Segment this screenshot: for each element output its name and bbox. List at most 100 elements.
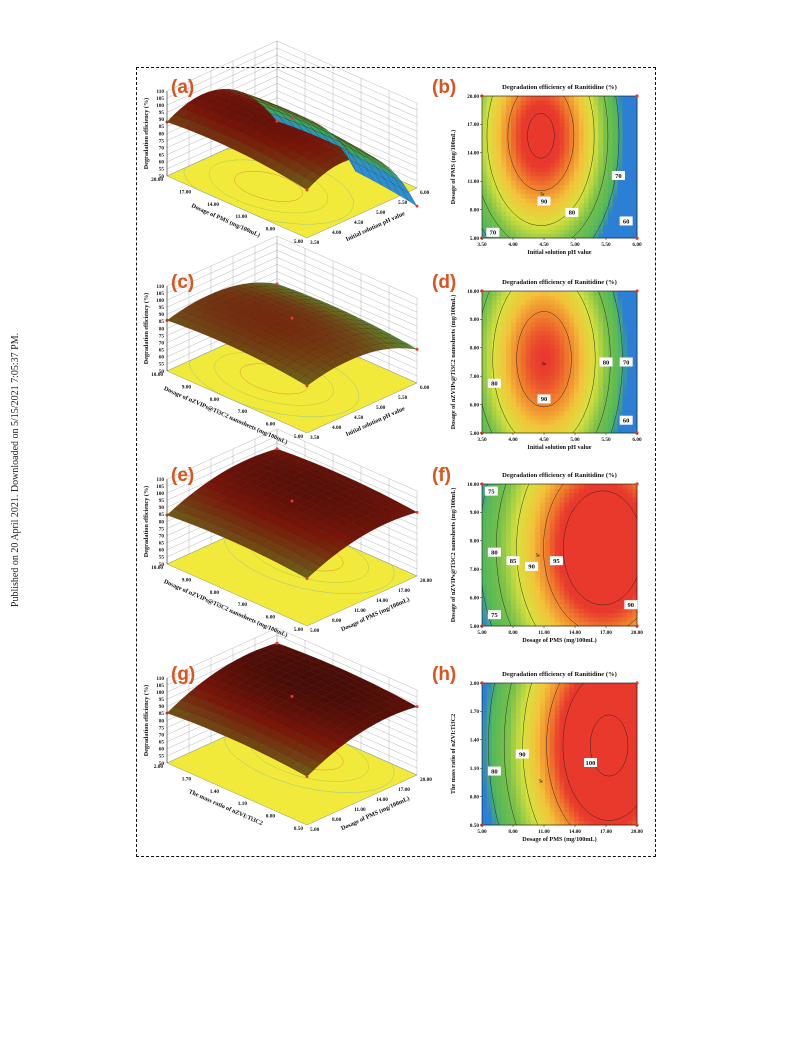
heat-cell	[549, 393, 556, 398]
heat-cell	[578, 193, 585, 199]
heat-cell	[578, 528, 585, 534]
heat-cell	[554, 375, 560, 381]
heat-cell	[583, 348, 589, 354]
heat-cell	[491, 135, 497, 141]
heat-cell	[511, 541, 517, 547]
heat-cell	[540, 550, 546, 556]
heat-cell	[574, 488, 580, 494]
heat-cell	[617, 406, 623, 412]
heat-cell	[578, 167, 585, 172]
heat-cell	[549, 113, 556, 119]
heat-cell	[574, 362, 580, 367]
heat-cell	[520, 687, 526, 693]
heat-cell	[588, 100, 594, 106]
heat-cell	[525, 762, 531, 768]
heat-cell	[622, 158, 628, 163]
heat-cell	[564, 193, 570, 199]
heat-cell	[612, 167, 619, 172]
heat-cell	[549, 140, 556, 146]
heat-cell	[482, 357, 488, 363]
heat-cell	[622, 537, 628, 543]
heat-cell	[583, 326, 589, 332]
heat-cell	[578, 100, 585, 106]
heat-cell	[482, 326, 488, 332]
heat-cell	[486, 541, 493, 547]
heat-cell	[632, 304, 638, 310]
heat-cell	[515, 727, 522, 733]
heat-cell	[482, 687, 488, 693]
heat-cell	[578, 419, 585, 425]
heat-cell	[535, 555, 541, 560]
heat-cell	[520, 167, 526, 172]
heat-cell	[607, 603, 614, 609]
heat-cell	[530, 299, 536, 305]
heat-cell	[511, 299, 517, 305]
heat-cell	[491, 206, 497, 212]
heat-cell	[593, 299, 599, 305]
heat-cell	[564, 370, 570, 376]
heat-cell	[583, 357, 589, 363]
heat-cell	[564, 122, 570, 128]
heat-cell	[617, 484, 623, 489]
heat-cell	[569, 322, 575, 327]
heat-cell	[593, 537, 599, 543]
heat-cell	[535, 488, 541, 494]
heat-cell	[496, 488, 502, 494]
heat-cell	[515, 184, 522, 190]
heat-cell	[540, 541, 546, 547]
heat-cell	[574, 135, 580, 141]
heat-cell	[598, 401, 604, 407]
z-tick-label: 95	[159, 305, 165, 311]
heat-cell	[515, 811, 522, 817]
y-tick-label: 14.00	[467, 151, 479, 157]
heat-cell	[535, 211, 541, 217]
heat-cell	[486, 308, 493, 314]
heat-cell	[559, 388, 565, 394]
heat-cell	[578, 344, 585, 350]
heat-cell	[554, 180, 560, 186]
heat-cell	[501, 700, 507, 706]
heat-cell	[549, 118, 556, 124]
heat-cell	[598, 366, 604, 372]
heat-cell	[593, 215, 599, 221]
heat-cell	[588, 202, 594, 208]
heat-cell	[598, 224, 604, 230]
heat-cell	[540, 370, 546, 376]
heat-cell	[622, 528, 628, 534]
heat-cell	[482, 353, 488, 358]
heat-cell	[588, 559, 594, 565]
heat-cell	[554, 397, 560, 403]
heat-cell	[530, 370, 536, 376]
heat-cell	[540, 122, 546, 128]
heat-cell	[482, 215, 488, 221]
heat-cell	[622, 184, 628, 190]
heat-cell	[496, 162, 502, 168]
heat-cell	[554, 229, 560, 234]
heat-cell	[491, 700, 497, 706]
heat-cell	[491, 410, 497, 416]
heat-cell	[515, 718, 522, 724]
heat-cell	[530, 541, 536, 547]
heat-cell	[564, 497, 570, 503]
heat-cell	[627, 528, 633, 534]
heat-cell	[486, 736, 493, 742]
heat-cell	[564, 366, 570, 372]
x-tick-label: 6.00	[632, 242, 642, 248]
heat-cell	[544, 523, 551, 529]
heat-cell	[520, 348, 526, 354]
heat-cell	[574, 193, 580, 199]
heat-cell	[525, 798, 531, 804]
heat-cell	[612, 362, 619, 367]
heat-cell	[588, 118, 594, 124]
heat-cell	[554, 122, 560, 128]
heat-cell	[496, 193, 502, 199]
heat-cell	[564, 322, 570, 327]
heat-cell	[588, 424, 594, 429]
heat-cell	[496, 793, 502, 799]
heat-cell	[598, 484, 604, 489]
heat-cell	[515, 211, 522, 217]
heat-cell	[559, 375, 565, 381]
heat-cell	[583, 419, 589, 425]
heat-cell	[520, 771, 526, 777]
heat-cell	[549, 428, 556, 434]
